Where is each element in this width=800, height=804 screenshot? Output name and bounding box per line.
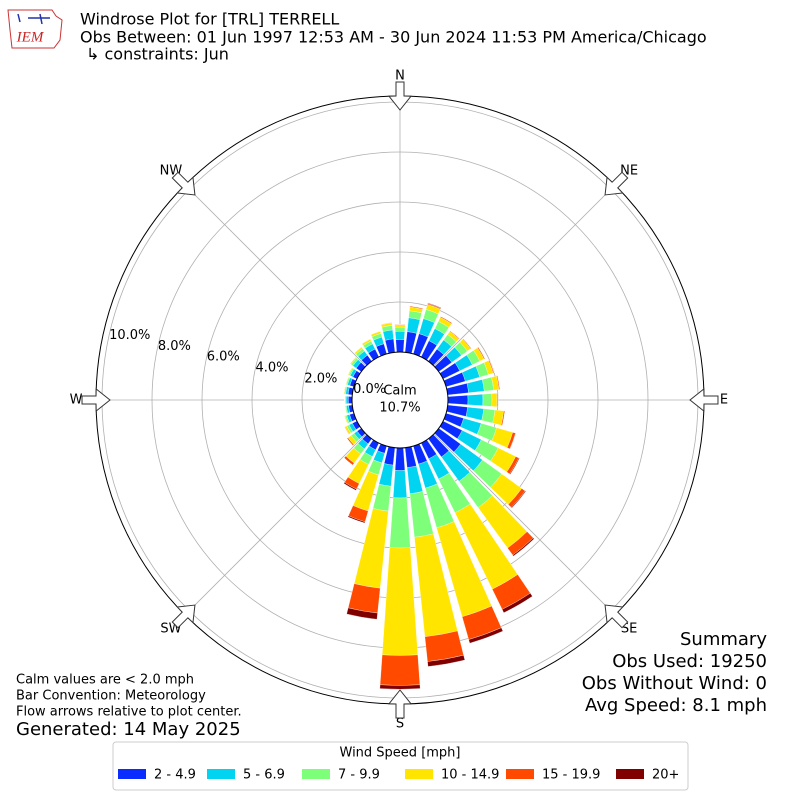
logo-mark bbox=[18, 14, 50, 24]
legend-label: 5 - 6.9 bbox=[243, 768, 285, 783]
bar-segment bbox=[379, 464, 393, 487]
bar-segment bbox=[467, 379, 484, 392]
logo-text: IEM bbox=[16, 29, 45, 45]
legend-label: 15 - 19.9 bbox=[542, 768, 600, 783]
bar-segment bbox=[348, 584, 380, 613]
direction-label: N bbox=[395, 69, 405, 84]
bar-segment bbox=[395, 448, 405, 471]
flow-arrow bbox=[605, 605, 628, 628]
plot-area: NNEESESSWWNWCalm10.7%0.0%2.0%4.0%6.0%8.0… bbox=[70, 69, 729, 732]
legend-label: 20+ bbox=[652, 768, 679, 783]
generated: Generated: 14 May 2025 bbox=[16, 719, 241, 740]
bar-segment bbox=[382, 548, 418, 656]
bar-segment bbox=[396, 339, 404, 352]
bar-segment bbox=[385, 339, 395, 354]
bar-segment bbox=[393, 470, 407, 498]
bar-segment bbox=[380, 685, 420, 689]
note: Flow arrows relative to plot center. bbox=[16, 705, 242, 720]
bar-segment bbox=[468, 394, 483, 406]
summary-title: Summary bbox=[680, 629, 767, 650]
legend-title: Wind Speed [mph] bbox=[340, 746, 461, 761]
summary-line: Obs Without Wind: 0 bbox=[582, 673, 767, 694]
flow-arrow bbox=[389, 82, 411, 110]
ring-label: 6.0% bbox=[207, 350, 240, 365]
legend-swatch bbox=[616, 769, 644, 779]
legend-swatch bbox=[118, 769, 146, 779]
logo: IEM bbox=[8, 10, 62, 48]
calm-value: 10.7% bbox=[379, 401, 420, 416]
legend-swatch bbox=[302, 769, 330, 779]
bar-segment bbox=[395, 327, 405, 331]
flow-arrow bbox=[605, 172, 628, 195]
bar-segment bbox=[492, 393, 497, 407]
bar-segment bbox=[407, 318, 420, 334]
grid-spoke bbox=[185, 434, 366, 615]
flow-arrow bbox=[172, 605, 195, 628]
grid-spoke bbox=[185, 185, 366, 366]
legend-label: 10 - 14.9 bbox=[441, 768, 499, 783]
ring-label: 2.0% bbox=[304, 371, 337, 386]
direction-label: E bbox=[720, 393, 728, 408]
flow-arrow bbox=[82, 389, 110, 411]
bar-segment bbox=[395, 331, 405, 339]
flow-arrow bbox=[389, 690, 411, 718]
legend-label: 7 - 9.9 bbox=[338, 768, 380, 783]
flow-arrow bbox=[172, 172, 195, 195]
summary-line: Avg Speed: 8.1 mph bbox=[585, 695, 767, 716]
legend-swatch bbox=[405, 769, 433, 779]
legend-label: 2 - 4.9 bbox=[154, 768, 196, 783]
bar-segment bbox=[383, 330, 394, 340]
constraints: ↳ constraints: Jun bbox=[86, 45, 229, 64]
note: Calm values are < 2.0 mph bbox=[16, 673, 194, 688]
bar-segment bbox=[380, 655, 420, 686]
summary-line: Obs Used: 19250 bbox=[612, 651, 767, 672]
direction-label: W bbox=[70, 393, 83, 408]
legend-swatch bbox=[506, 769, 534, 779]
bar-segment bbox=[390, 498, 411, 548]
direction-label: S bbox=[396, 717, 404, 732]
ring-label: 10.0% bbox=[109, 328, 150, 343]
flow-arrow bbox=[690, 389, 718, 411]
bar-segment bbox=[466, 407, 484, 420]
ring-label: 4.0% bbox=[256, 360, 289, 375]
ring-label: 8.0% bbox=[158, 339, 191, 354]
bar-segment bbox=[448, 395, 468, 404]
bar-segment bbox=[483, 394, 492, 407]
grid-spoke bbox=[434, 185, 615, 366]
bar-segment bbox=[395, 325, 405, 327]
bar-segment bbox=[346, 396, 348, 404]
ring-label: 0.0% bbox=[353, 382, 386, 397]
chart-title: Windrose Plot for [TRL] TERRELL bbox=[80, 10, 339, 29]
calm-label: Calm bbox=[383, 384, 416, 399]
bar-segment bbox=[482, 409, 495, 423]
note: Bar Convention: Meteorology bbox=[16, 689, 206, 704]
legend-swatch bbox=[207, 769, 235, 779]
bar-segment bbox=[373, 484, 391, 511]
